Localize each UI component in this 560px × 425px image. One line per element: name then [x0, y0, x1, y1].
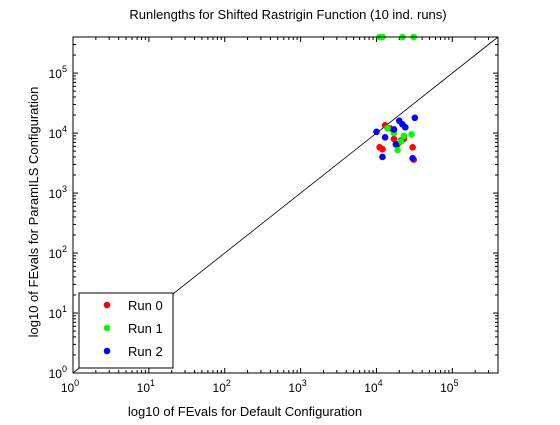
x-tick-label: 103 — [288, 378, 306, 395]
legend-label-run-0: Run 0 — [128, 298, 163, 313]
data-point-run-2 — [381, 134, 389, 141]
x-axis-ticks: 100 101 102 103 104 105 — [61, 37, 499, 395]
data-point-run-2 — [373, 128, 380, 136]
data-point-run-0 — [409, 143, 416, 151]
plot-area-frame — [72, 36, 499, 374]
legend-marker-run-1 — [103, 324, 111, 332]
x-tick-label: 105 — [440, 378, 458, 395]
y-axis-label: log10 of FEvals for ParamILS Configurati… — [26, 87, 41, 338]
y-tick-label: 105 — [49, 64, 67, 81]
legend-label-run-2: Run 2 — [128, 344, 163, 359]
data-point-run-2 — [390, 126, 398, 133]
data-point-run-1 — [397, 138, 405, 145]
y-tick-label: 101 — [49, 304, 67, 321]
data-point-run-2 — [411, 114, 419, 122]
x-tick-label: 100 — [61, 378, 79, 395]
data-point-run-1 — [408, 131, 415, 138]
x-tick-label: 101 — [137, 378, 155, 395]
legend-box — [78, 292, 174, 369]
x-tick-label: 102 — [213, 378, 231, 395]
data-point-run-0 — [390, 135, 398, 143]
legend-marker-run-0 — [103, 301, 111, 309]
data-point-run-2 — [392, 141, 400, 148]
data-point-run-1 — [384, 125, 391, 132]
data-point-run-0 — [379, 145, 386, 153]
data-point-run-2 — [402, 123, 409, 131]
data-point-run-2 — [379, 153, 386, 161]
data-point-run-2 — [409, 154, 416, 162]
data-points — [373, 33, 419, 164]
y-tick-label: 104 — [49, 124, 67, 141]
chart-title: Runlengths for Shifted Rastrigin Functio… — [129, 7, 446, 22]
y-tick-label: 103 — [49, 184, 67, 201]
data-point-run-1 — [394, 146, 401, 154]
legend-marker-run-2 — [103, 347, 111, 355]
legend: Run 0 Run 1 Run 2 — [78, 292, 174, 369]
legend-label-run-1: Run 1 — [128, 321, 163, 336]
x-tick-label: 104 — [364, 378, 382, 395]
data-point-run-1 — [400, 132, 408, 140]
x-axis-label: log10 of FEvals for Default Configuratio… — [128, 404, 362, 419]
y-tick-label: 102 — [49, 244, 67, 261]
y-tick-label: 100 — [49, 364, 67, 381]
